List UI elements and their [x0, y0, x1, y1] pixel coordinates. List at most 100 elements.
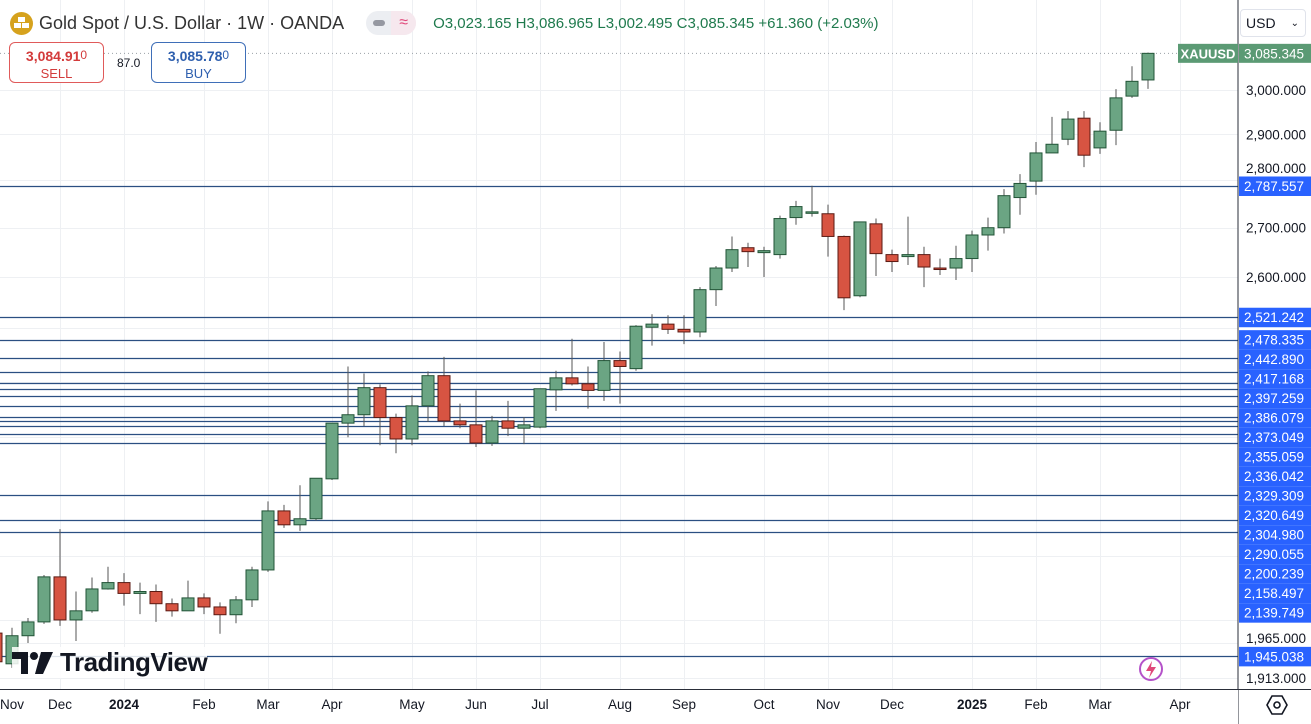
candle [789, 200, 803, 225]
close-label: C [676, 14, 688, 32]
candle-body-up [757, 250, 771, 254]
gold-logo-icon [10, 11, 33, 35]
candle [805, 185, 819, 217]
candle [325, 422, 339, 481]
candle [421, 371, 435, 423]
settings-icon[interactable] [1266, 694, 1288, 721]
candle [773, 215, 787, 259]
level-label-bg [1239, 466, 1311, 487]
candle-body-up [1141, 52, 1155, 81]
candle-body-up [341, 414, 355, 424]
price-tick-label: 2,900.000 [1246, 127, 1306, 142]
candle [165, 598, 179, 617]
candle-body-up [805, 211, 819, 214]
buy-button[interactable]: 3,085.780 BUY [151, 42, 246, 83]
candle [405, 395, 419, 446]
time-tick-label: Feb [192, 697, 215, 712]
candle-body-down [53, 576, 67, 621]
level-label-bg [1239, 307, 1311, 328]
candle-body-up [549, 377, 563, 391]
symbol-tag-bg [1178, 43, 1238, 63]
candle-body-up [21, 621, 35, 637]
candle [1029, 141, 1043, 195]
candle-body-up [405, 405, 419, 440]
price-tick-label: 1,913.000 [1246, 671, 1306, 686]
approx-icon[interactable]: ≈ [391, 11, 417, 35]
candle-body-down [165, 603, 179, 612]
candle [549, 370, 563, 411]
tradingview-mark-icon [12, 651, 53, 674]
candle-body-up [37, 576, 51, 623]
last-price-bg [1239, 43, 1311, 63]
candle [277, 504, 291, 528]
time-tick-label: Oct [753, 697, 774, 712]
candle-body-up [853, 221, 867, 297]
level-label-bg [1239, 369, 1311, 389]
candle [437, 356, 451, 426]
level-label: 2,373.049 [1244, 430, 1304, 445]
candle [309, 477, 323, 521]
candle [117, 573, 131, 606]
candle-body-down [0, 632, 3, 663]
candle [1045, 116, 1059, 154]
candle [293, 485, 307, 531]
candle [677, 315, 691, 345]
candle-body-down [821, 213, 835, 237]
candle-body-up [1125, 80, 1139, 97]
candle [1093, 122, 1107, 154]
high-label: H [515, 14, 527, 32]
candle [581, 366, 595, 409]
candle [181, 580, 195, 612]
candle [1077, 111, 1091, 168]
time-tick-label: Apr [321, 697, 343, 712]
candle-body-up [1029, 152, 1043, 182]
minus-icon[interactable] [366, 11, 391, 35]
currency-dropdown[interactable]: USD ⌄ [1240, 9, 1306, 37]
candle-body-down [613, 360, 627, 367]
candle-body-up [69, 610, 83, 621]
level-label: 2,329.309 [1244, 489, 1304, 504]
candle-body-up [517, 424, 531, 429]
sell-button[interactable]: 3,084.910 SELL [9, 42, 104, 83]
candle [517, 416, 531, 445]
candle [741, 242, 755, 268]
candle [261, 501, 275, 572]
level-label: 2,336.042 [1244, 469, 1304, 484]
time-tick-label: Jul [531, 697, 548, 712]
low-value: 3,002.495 [605, 14, 673, 32]
time-tick-label: Feb [1024, 697, 1047, 712]
time-tick-label: Mar [256, 697, 280, 712]
level-label-bg [1239, 646, 1311, 667]
sell-label: SELL [40, 66, 73, 81]
candle-body-up [533, 388, 547, 428]
candle [197, 593, 211, 615]
time-tick-label: 2025 [957, 697, 988, 712]
candle-body-up [597, 360, 611, 391]
candle-body-up [85, 588, 99, 612]
time-axis-ticks: Nov Dec 2024 Feb Mar Apr May Jun Jul Aug Sep Oct Nov… [0, 697, 1191, 712]
time-tick-label: Aug [608, 697, 632, 712]
level-label-bg [1239, 330, 1311, 350]
candle-body-down [117, 582, 131, 594]
candle-body-down [373, 387, 387, 419]
candle-body-up [421, 375, 435, 407]
open-label: O [433, 14, 445, 32]
indicator-toggles[interactable]: ≈ [366, 11, 417, 35]
candle [933, 258, 947, 276]
level-label-bg [1239, 505, 1311, 526]
grid-lines [0, 0, 1238, 690]
time-axis[interactable] [0, 690, 1238, 724]
candle-body-up [229, 599, 243, 616]
candle [965, 230, 979, 273]
candle-body-down [149, 591, 163, 605]
candle [821, 204, 835, 257]
lightning-icon[interactable] [1138, 656, 1164, 687]
candle-body-down [933, 267, 947, 271]
sell-price-pip: 0 [80, 48, 88, 62]
candle-body-down [581, 383, 595, 391]
candle [213, 602, 227, 634]
tradingview-logo[interactable]: TradingView [12, 647, 208, 678]
symbol-title[interactable]: Gold Spot / U.S. Dollar · 1W · OANDA [39, 12, 345, 33]
time-tick-label: Nov [0, 697, 24, 712]
